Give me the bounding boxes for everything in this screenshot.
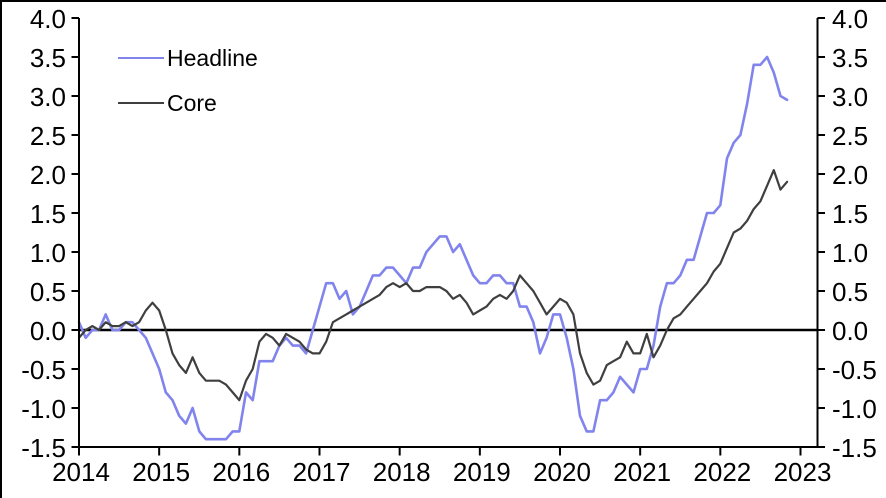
y-axis-label-right: -1.5 <box>832 433 877 463</box>
y-axis-label-right: 2.5 <box>832 121 868 151</box>
x-axis-label: 2017 <box>293 457 351 487</box>
y-axis-label-right: 3.5 <box>832 43 868 73</box>
legend-label-core: Core <box>167 90 217 116</box>
legend-label-headline: Headline <box>167 45 258 71</box>
y-axis-label-right: 0.5 <box>832 277 868 307</box>
y-axis-label-right: -1.0 <box>832 394 877 424</box>
y-axis-label-left: -0.5 <box>21 355 66 385</box>
x-axis-label: 2014 <box>52 457 110 487</box>
x-axis-label: 2018 <box>373 457 431 487</box>
y-axis-label-right: -0.5 <box>832 355 877 385</box>
x-axis-label: 2020 <box>533 457 591 487</box>
x-axis-label: 2023 <box>774 457 832 487</box>
x-axis-label: 2016 <box>212 457 270 487</box>
y-axis-label-left: 1.0 <box>30 238 66 268</box>
y-axis-label-left: 3.5 <box>30 43 66 73</box>
headline-line <box>77 55 789 441</box>
core-line-swatch <box>118 102 164 104</box>
x-axis-label: 2022 <box>693 457 751 487</box>
x-axis-label: 2015 <box>132 457 190 487</box>
y-axis-label-right: 0.0 <box>832 316 868 346</box>
x-axis-label: 2021 <box>613 457 671 487</box>
core-line <box>77 169 789 402</box>
y-axis-label-left: 0.0 <box>30 316 66 346</box>
y-axis-label-left: 2.5 <box>30 121 66 151</box>
y-axis-label-left: -1.0 <box>21 394 66 424</box>
y-axis-label-right: 1.5 <box>832 199 868 229</box>
y-axis-label-left: 4.0 <box>30 4 66 34</box>
y-axis-label-left: 3.0 <box>30 82 66 112</box>
legend: Headline Core <box>118 44 258 117</box>
x-axis-label: 2019 <box>453 457 511 487</box>
legend-item-core: Core <box>118 89 258 117</box>
y-axis-label-left: 1.5 <box>30 199 66 229</box>
y-axis-label-left: 0.5 <box>30 277 66 307</box>
y-axis-label-right: 4.0 <box>832 4 868 34</box>
y-axis-label-right: 2.0 <box>832 160 868 190</box>
y-axis-label-right: 3.0 <box>832 82 868 112</box>
window-frame-top <box>0 0 886 2</box>
y-axis-label-left: -1.5 <box>21 433 66 463</box>
y-axis-label-left: 2.0 <box>30 160 66 190</box>
window-frame-left <box>0 0 2 498</box>
headline-line-swatch <box>118 57 164 59</box>
legend-item-headline: Headline <box>118 44 258 72</box>
y-axis-label-right: 1.0 <box>832 238 868 268</box>
